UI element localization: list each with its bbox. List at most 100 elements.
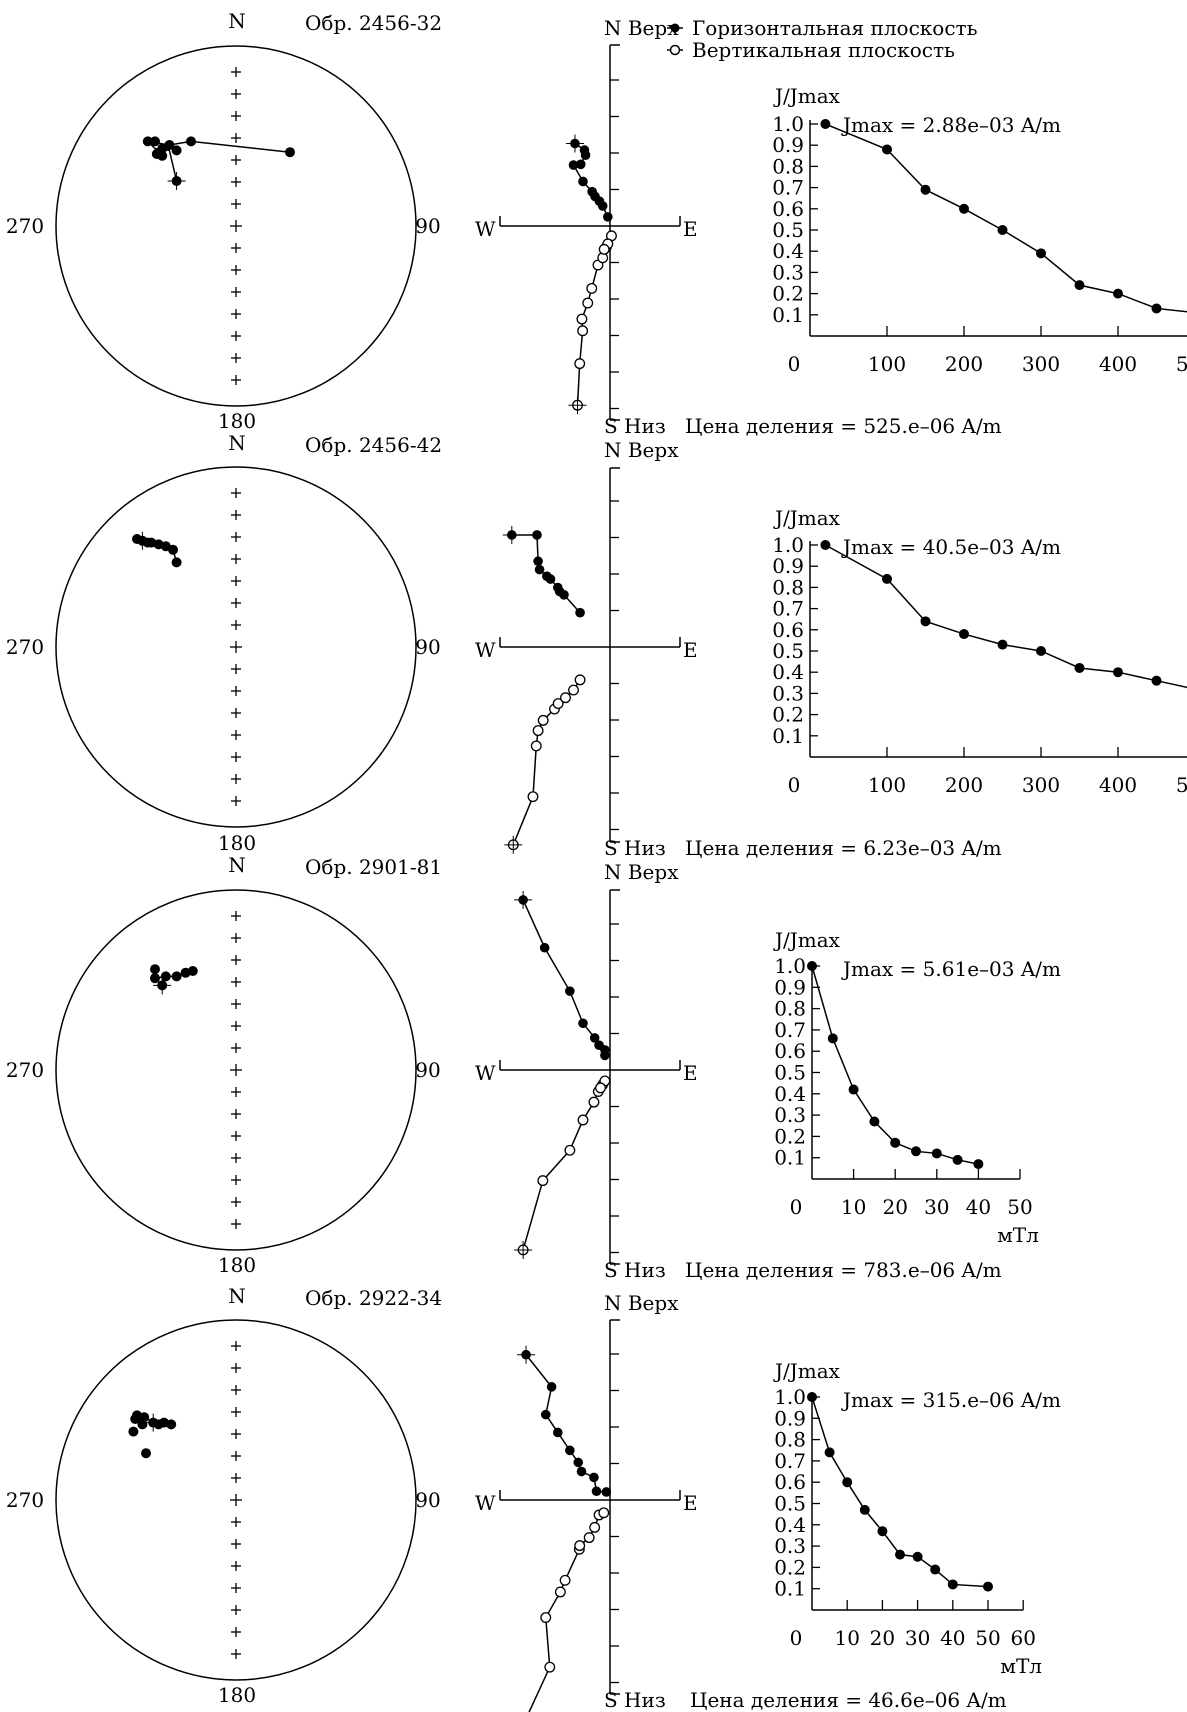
zijderveld-vertical-point xyxy=(598,243,610,255)
zijderveld-horizontal-point xyxy=(568,160,579,170)
zijderveld-label-top: N Верх xyxy=(604,438,679,462)
demag-curve: J/Jmax Jmax = 315.е–06 A/m 0 10 20 30 40 50 60… xyxy=(773,1359,1061,1678)
sample-title: Обр. 2456-42 xyxy=(305,433,442,457)
zijderveld-horizontal-point xyxy=(589,1472,599,1483)
demag-plot: 01002003004005006000.10.20.30.40.50.60.7… xyxy=(772,112,1187,376)
demag-point xyxy=(911,1146,921,1157)
stereonet-label-n: N xyxy=(228,1284,246,1308)
demag-y-tick-label: 0.5 xyxy=(772,639,804,663)
demag-point xyxy=(1151,303,1162,314)
stereonet: N 90 180 270 xyxy=(6,431,441,855)
demag-point xyxy=(1151,675,1162,686)
zijderveld-vertical-point xyxy=(540,1612,552,1623)
demag-x-unit: мТл xyxy=(997,1223,1039,1247)
stereonet: N 90 180 270 xyxy=(6,1284,441,1707)
zijderveld-horizontal-point xyxy=(565,986,575,996)
demag-point xyxy=(952,1154,963,1165)
stereonet-label-e: 90 xyxy=(415,635,440,659)
zijderveld-horizontal-point xyxy=(573,1457,584,1468)
legend-horizontal-label: Горизонтальная плоскость xyxy=(692,16,978,40)
zijderveld-vertical-point xyxy=(554,1586,566,1598)
demag-x-unit: мТл xyxy=(1000,1654,1042,1678)
demag-jmax: Jmax = 315.е–06 A/m xyxy=(841,1388,1061,1412)
zijderveld-horizontal-line xyxy=(525,1354,607,1493)
panel-2: Обр. 2456-42 N 90 180 270 N Верх S Низ W… xyxy=(6,431,1187,860)
demag-point xyxy=(1113,288,1123,299)
demag-plot: 0 10 20 30 40 50 0.10.20.30.40.50.60.70.80.91.… xyxy=(774,954,1039,1247)
demag-x-tick-label: 20 xyxy=(882,1195,907,1219)
zijderveld-vertical-point xyxy=(527,791,539,803)
stereonet-label-n: N xyxy=(228,9,246,33)
zijderveld-vertical-point xyxy=(537,714,549,726)
demag-x-tick-label: 40 xyxy=(966,1195,991,1219)
demag-point xyxy=(882,144,892,155)
demag-y-tick-label: 0.8 xyxy=(772,154,804,178)
demag-y-tick-label: 1.0 xyxy=(774,1385,806,1409)
zijderveld-label-w: W xyxy=(475,1491,496,1515)
demag-x-tick-label: 10 xyxy=(841,1195,866,1219)
zijderveld-vertical-point xyxy=(532,725,544,737)
demag-x-tick-label: 30 xyxy=(924,1195,949,1219)
zijderveld-horizontal-point xyxy=(533,556,543,567)
zijderveld-plot xyxy=(499,467,681,854)
demag-x-tick-label: 30 xyxy=(905,1626,930,1650)
zijderveld-label-e: E xyxy=(683,217,698,241)
zijderveld-vertical-point xyxy=(582,297,594,309)
demag-point xyxy=(959,629,969,640)
demag-y-tick-label: 0.4 xyxy=(772,239,804,263)
zijderveld-vertical-point xyxy=(568,684,579,696)
zijderveld-vertical-point xyxy=(595,1082,606,1094)
demag-x-tick-label: 300 xyxy=(1022,352,1060,376)
stereonet-circle xyxy=(55,1319,417,1681)
zijderveld-horizontal-point xyxy=(601,1487,612,1497)
sample-title: Обр. 2922-34 xyxy=(305,1286,442,1310)
stereonet-circle xyxy=(55,45,417,407)
demag-x-tick-label: 200 xyxy=(945,352,983,376)
demag-y-tick-label: 0.7 xyxy=(772,597,804,621)
zijderveld-plot xyxy=(499,889,681,1265)
demag-y-tick-label: 0.2 xyxy=(774,1124,806,1148)
zijderveld-vertical-line xyxy=(528,1512,605,1712)
zijderveld-label-w: W xyxy=(475,217,496,241)
demag-point xyxy=(820,119,831,129)
demag-y-tick-label: 0.9 xyxy=(774,975,806,999)
stereonet-point xyxy=(285,147,295,158)
demag-point xyxy=(1113,667,1123,678)
zijderveld-vertical-point xyxy=(588,1096,600,1108)
sample-title: Обр. 2901-81 xyxy=(305,855,442,879)
demag-x-tick-label: 200 xyxy=(945,773,983,797)
demag-ylabel: J/Jmax xyxy=(773,506,841,530)
zijderveld-horizontal-point xyxy=(559,590,569,600)
stereonet-point xyxy=(150,136,160,147)
demag-curve: J/Jmax Jmax = 2.88e–03 A/m 0 100 200 300 400… xyxy=(772,84,1187,376)
stereonet-label-s: 180 xyxy=(218,831,256,855)
demag-point xyxy=(1036,248,1046,259)
demag-y-tick-label: 0.7 xyxy=(774,1018,806,1042)
zijderveld-vertical-point xyxy=(544,1661,556,1673)
demag-y-tick-label: 0.4 xyxy=(774,1513,806,1537)
zijderveld-vertical-point xyxy=(577,325,589,337)
stereonet-point xyxy=(186,136,196,147)
zijderveld-horizontal-point xyxy=(578,176,588,187)
zijderveld-label-e: E xyxy=(683,1061,698,1085)
legend-vertical-marker xyxy=(669,44,681,56)
demag-y-tick-label: 0.2 xyxy=(774,1555,806,1579)
legend: Горизонтальная плоскость Вертикальная пл… xyxy=(667,16,978,62)
zijderveld-horizontal-point xyxy=(576,1466,587,1477)
stereonet-point xyxy=(141,1448,151,1459)
demag-point xyxy=(931,1148,942,1159)
demag-y-tick-label: 0.7 xyxy=(774,1449,806,1473)
demag-y-tick-label: 0.8 xyxy=(774,1428,806,1452)
zijderveld-label-e: E xyxy=(683,638,698,662)
scale-label: Цена деления = 783.е–06 A/m xyxy=(685,1258,1002,1282)
sample-title: Обр. 2456-32 xyxy=(305,11,442,35)
zijderveld-label-w: W xyxy=(475,1061,496,1085)
demag-x-tick-label: 50 xyxy=(975,1626,1000,1650)
demag-point xyxy=(848,1084,859,1095)
zijderveld-horizontal-point xyxy=(553,1427,563,1438)
demag-y-tick-label: 0.6 xyxy=(772,618,804,642)
demag-x-tick-label: 0 xyxy=(788,352,801,376)
demag-jmax: Jmax = 5.61e–03 A/m xyxy=(841,957,1061,981)
zijderveld-label-top: N Верх xyxy=(604,1291,679,1315)
stereonet-point xyxy=(171,971,182,982)
